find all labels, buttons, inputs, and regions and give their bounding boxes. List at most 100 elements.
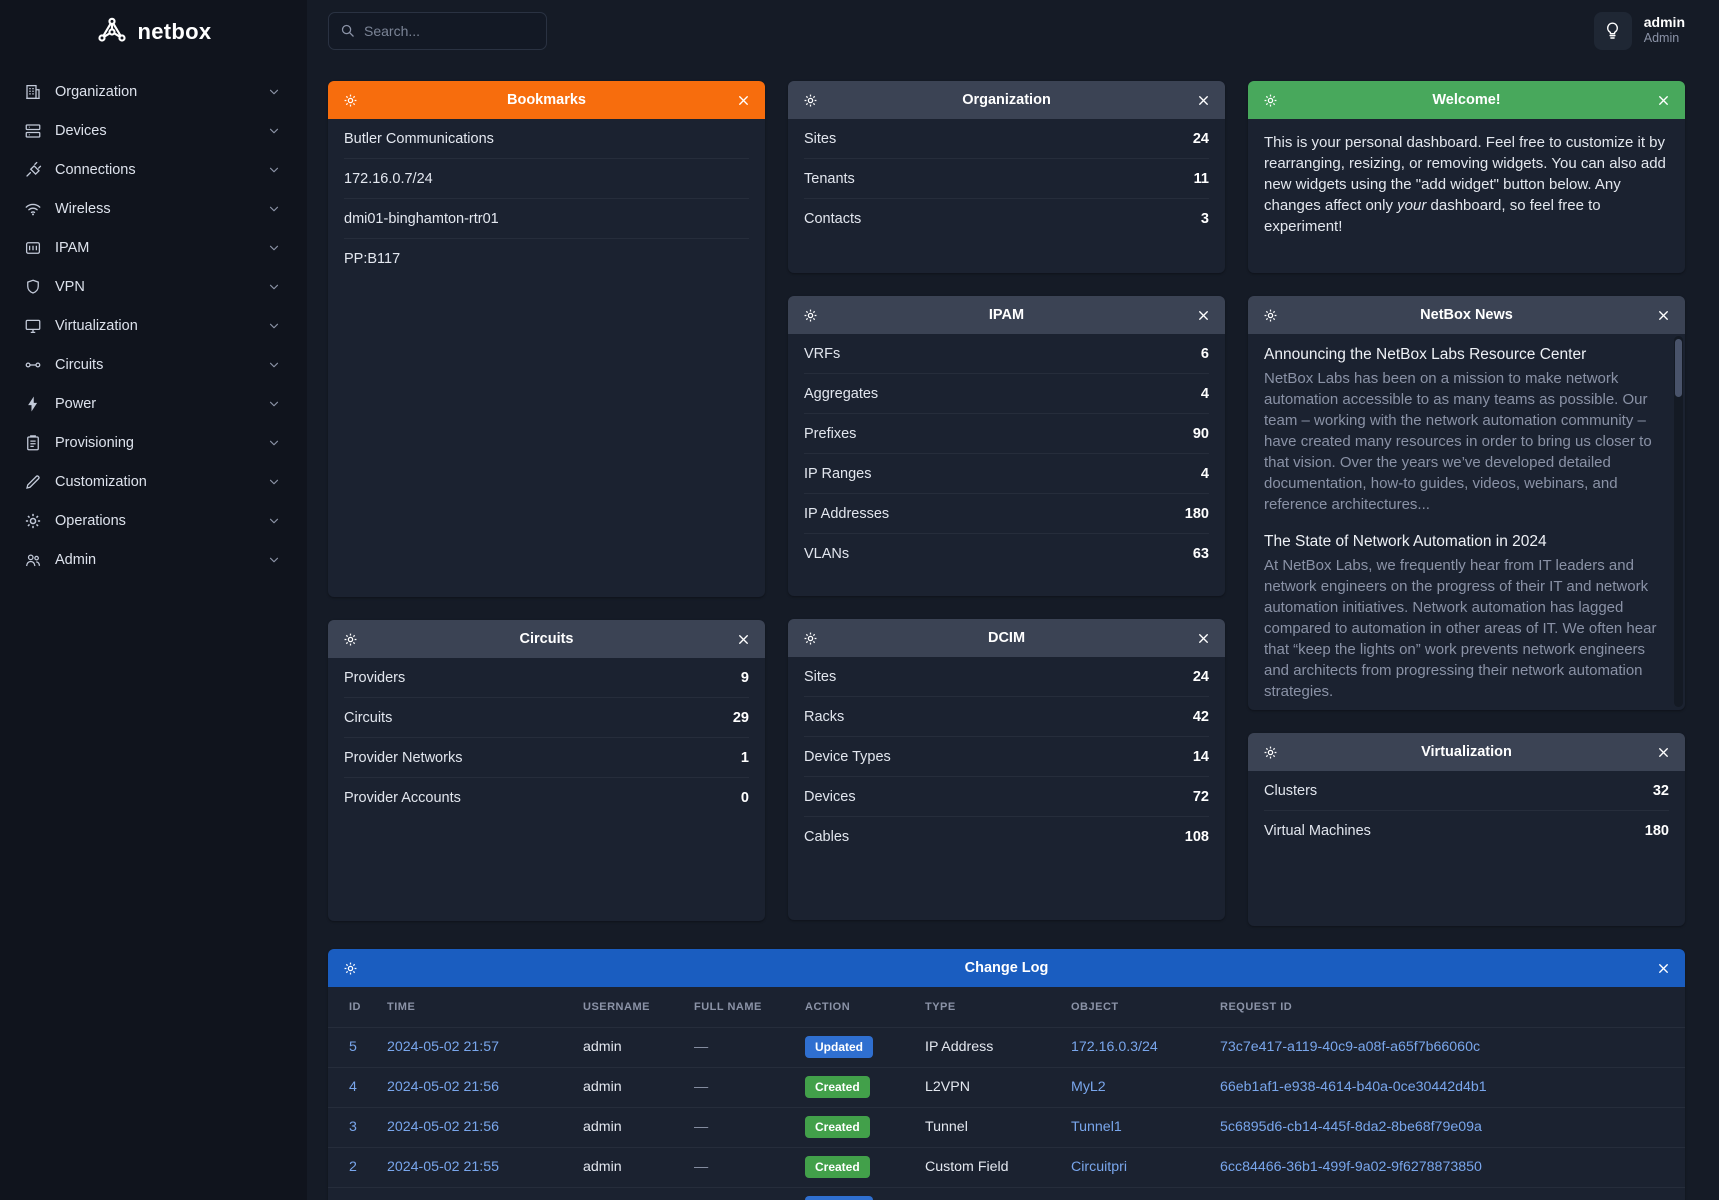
changelog-id-link[interactable]: 5 bbox=[349, 1039, 357, 1055]
bookmark-item[interactable]: PP:B117 bbox=[344, 251, 401, 267]
stat-value[interactable]: 42 bbox=[1192, 708, 1209, 725]
sidebar-item-admin[interactable]: Admin bbox=[0, 540, 307, 579]
stat-value[interactable]: 4 bbox=[1200, 465, 1209, 482]
changelog-request-id-link[interactable]: 73c7e417-a119-40c9-a08f-a65f7b66060c bbox=[1220, 1039, 1481, 1055]
widget-config-button[interactable] bbox=[1258, 740, 1282, 764]
widget-config-button[interactable] bbox=[338, 627, 362, 651]
changelog-id-link[interactable]: 4 bbox=[349, 1079, 357, 1095]
stat-value[interactable]: 24 bbox=[1192, 668, 1209, 685]
widget-config-button[interactable] bbox=[1258, 88, 1282, 112]
widget-close-button[interactable] bbox=[1651, 303, 1675, 327]
sidebar-item-wireless[interactable]: Wireless bbox=[0, 189, 307, 228]
gear-icon bbox=[1263, 745, 1278, 760]
transit-icon bbox=[24, 356, 42, 374]
sidebar-item-label: Devices bbox=[55, 122, 107, 139]
action-badge: Created bbox=[805, 1116, 870, 1138]
stat-row: IP Addresses 180 bbox=[804, 494, 1209, 534]
sidebar-item-label: Admin bbox=[55, 551, 97, 568]
stat-value[interactable]: 6 bbox=[1200, 345, 1209, 362]
widget-close-button[interactable] bbox=[731, 627, 755, 651]
sidebar-item-operations[interactable]: Operations bbox=[0, 501, 307, 540]
sidebar-item-virtualization[interactable]: Virtualization bbox=[0, 306, 307, 345]
username: admin bbox=[1643, 13, 1685, 30]
stat-value[interactable]: 9 bbox=[740, 669, 749, 686]
widget-config-button[interactable] bbox=[798, 626, 822, 650]
stat-value[interactable]: 108 bbox=[1184, 829, 1209, 845]
bookmark-item[interactable]: Butler Communications bbox=[344, 119, 749, 159]
stat-value[interactable]: 24 bbox=[1192, 130, 1209, 147]
changelog-id-link[interactable]: 3 bbox=[349, 1119, 357, 1135]
widget-config-button[interactable] bbox=[1258, 303, 1282, 327]
widget-config-button[interactable] bbox=[798, 88, 822, 112]
widget-config-button[interactable] bbox=[338, 956, 362, 980]
scrollbar[interactable] bbox=[1674, 336, 1683, 707]
stat-value[interactable]: 180 bbox=[1184, 505, 1209, 522]
action-badge: Created bbox=[805, 1156, 870, 1178]
bookmark-item[interactable]: dmi01-binghamton-rtr01 bbox=[344, 199, 749, 239]
sidebar-item-label: Organization bbox=[55, 83, 138, 100]
widget-close-button[interactable] bbox=[1191, 88, 1215, 112]
welcome-text: This is your personal dashboard. Feel fr… bbox=[1248, 119, 1685, 250]
sidebar: netbox Organization Devices Connections … bbox=[0, 0, 307, 1200]
changelog-time-link[interactable]: 2024-05-02 21:57 bbox=[387, 1039, 500, 1055]
stat-value[interactable]: 1 bbox=[740, 749, 749, 766]
changelog-time-link[interactable]: 2024-05-02 21:56 bbox=[387, 1119, 500, 1135]
sidebar-item-power[interactable]: Power bbox=[0, 384, 307, 423]
widget-ipam: IPAM VRFs 6 Aggregates 4 Prefixes 90 IP Ran… bbox=[788, 296, 1225, 596]
widget-close-button[interactable] bbox=[1651, 956, 1675, 980]
stat-value[interactable]: 29 bbox=[732, 709, 749, 726]
stat-value[interactable]: 11 bbox=[1193, 170, 1209, 187]
sidebar-item-devices[interactable]: Devices bbox=[0, 111, 307, 150]
news-title-link[interactable]: The State of Network Automation in 2024 bbox=[1264, 533, 1547, 550]
widget-close-button[interactable] bbox=[1191, 626, 1215, 650]
changelog-time-link[interactable]: 2024-05-02 21:56 bbox=[387, 1079, 500, 1095]
news-title-link[interactable]: Announcing the NetBox Labs Resource Cent… bbox=[1264, 346, 1587, 363]
search-box bbox=[328, 11, 547, 50]
close-icon bbox=[1656, 93, 1671, 108]
stat-value[interactable]: 90 bbox=[1192, 425, 1209, 442]
netbox-logo[interactable]: netbox bbox=[0, 0, 307, 64]
changelog-object-link[interactable]: Tunnel1 bbox=[1071, 1119, 1122, 1135]
stat-row: VLANs 63 bbox=[804, 534, 1209, 574]
widget-change-log: Change Log ID TIME USERNAME FULL NAME AC… bbox=[328, 949, 1685, 1200]
sidebar-item-connections[interactable]: Connections bbox=[0, 150, 307, 189]
stat-label: Aggregates bbox=[804, 385, 879, 402]
sidebar-item-organization[interactable]: Organization bbox=[0, 72, 307, 111]
widget-close-button[interactable] bbox=[731, 88, 755, 112]
changelog-request-id-link[interactable]: 66eb1af1-e938-4614-b40a-0ce30442d4b1 bbox=[1220, 1079, 1487, 1095]
stat-value[interactable]: 14 bbox=[1192, 748, 1209, 765]
sidebar-item-provisioning[interactable]: Provisioning bbox=[0, 423, 307, 462]
stat-value[interactable]: 72 bbox=[1192, 788, 1209, 805]
changelog-object-link[interactable]: MyL2 bbox=[1071, 1079, 1106, 1095]
changelog-id-link[interactable]: 2 bbox=[349, 1159, 357, 1175]
bookmark-item[interactable]: 172.16.0.7/24 bbox=[344, 159, 749, 199]
sidebar-item-label: Circuits bbox=[55, 356, 104, 373]
sidebar-item-customization[interactable]: Customization bbox=[0, 462, 307, 501]
changelog-object-link[interactable]: 172.16.0.3/24 bbox=[1071, 1039, 1158, 1055]
stat-value[interactable]: 3 bbox=[1200, 211, 1209, 227]
stat-value[interactable]: 63 bbox=[1192, 546, 1209, 562]
welcome-text-part: This is your personal dashboard. Feel fr… bbox=[1264, 134, 1666, 214]
user-role: Admin bbox=[1643, 31, 1680, 46]
user-menu[interactable]: admin Admin bbox=[1644, 14, 1685, 47]
sidebar-item-vpn[interactable]: VPN bbox=[0, 267, 307, 306]
stat-value[interactable]: 0 bbox=[740, 790, 749, 806]
widget-config-button[interactable] bbox=[338, 88, 362, 112]
widget-close-button[interactable] bbox=[1191, 303, 1215, 327]
theme-toggle-button[interactable] bbox=[1593, 11, 1632, 50]
widget-close-button[interactable] bbox=[1651, 88, 1675, 112]
scrollbar-thumb[interactable] bbox=[1675, 339, 1682, 397]
users-icon bbox=[24, 551, 42, 569]
changelog-time-link[interactable]: 2024-05-02 21:55 bbox=[387, 1159, 500, 1175]
sidebar-item-ipam[interactable]: IPAM bbox=[0, 228, 307, 267]
sidebar-item-circuits[interactable]: Circuits bbox=[0, 345, 307, 384]
widget-config-button[interactable] bbox=[798, 303, 822, 327]
search-input[interactable] bbox=[364, 22, 535, 39]
stat-value[interactable]: 180 bbox=[1644, 823, 1669, 839]
stat-value[interactable]: 4 bbox=[1200, 385, 1209, 402]
changelog-object-link[interactable]: Circuitpri bbox=[1071, 1159, 1127, 1175]
changelog-request-id-link[interactable]: 6cc84466-36b1-499f-9a02-9f6278873850 bbox=[1220, 1159, 1482, 1175]
widget-close-button[interactable] bbox=[1651, 740, 1675, 764]
stat-value[interactable]: 32 bbox=[1652, 782, 1669, 799]
changelog-request-id-link[interactable]: 5c6895d6-cb14-445f-8da2-8be68f79e09a bbox=[1220, 1119, 1482, 1135]
